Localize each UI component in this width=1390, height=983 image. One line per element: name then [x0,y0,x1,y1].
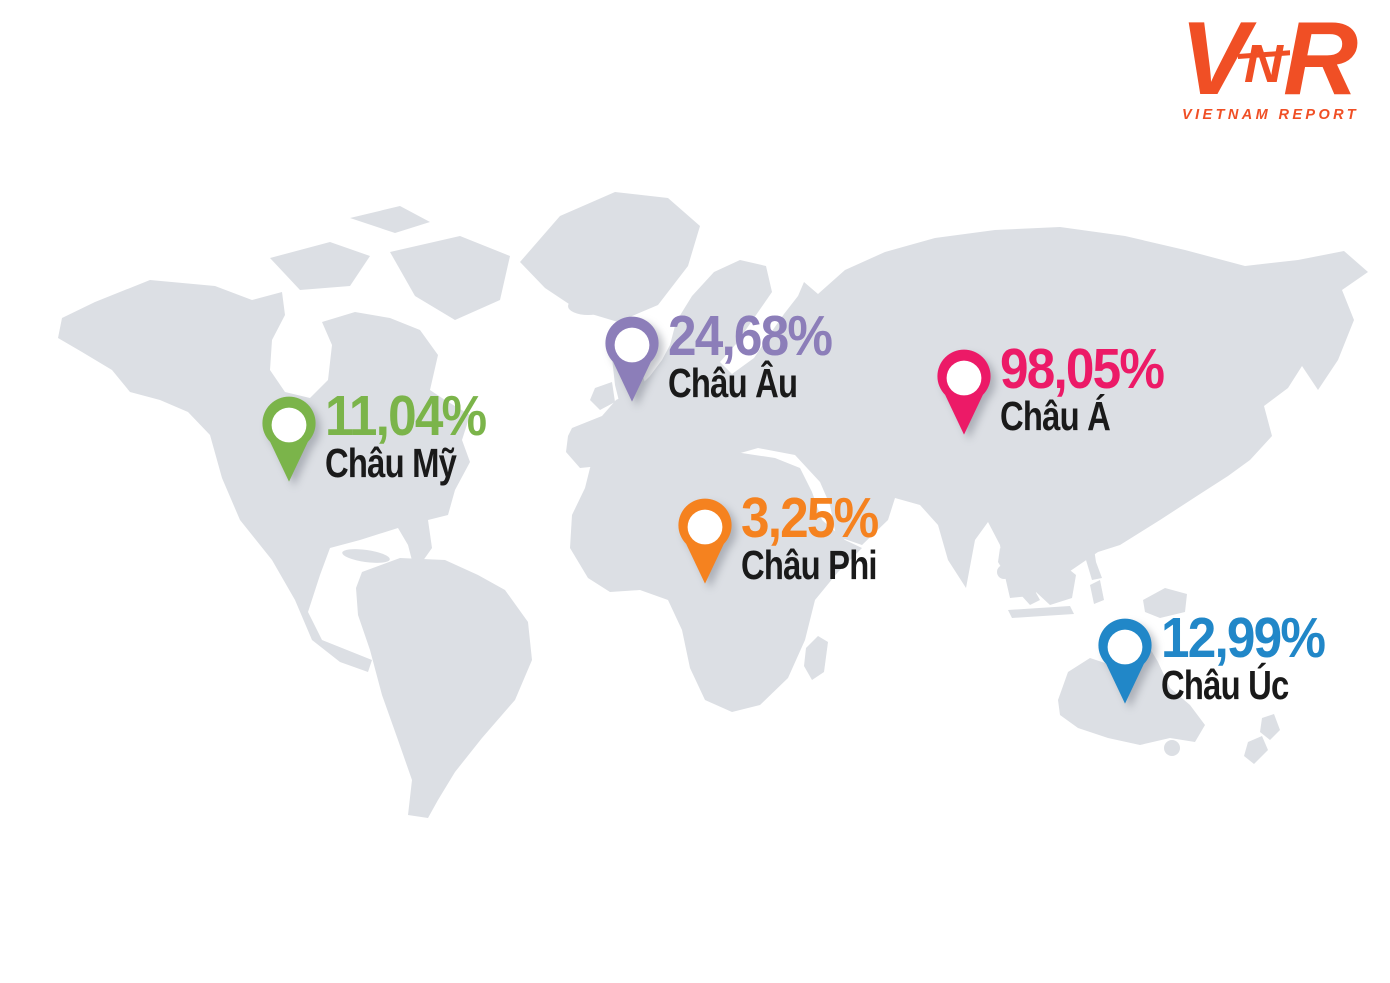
logo-tagline: VIETNAM REPORT [1182,107,1359,123]
new-zealand-north [1260,714,1280,740]
marker-chau-phi: 3,25% Châu Phi [676,490,911,588]
continent-south-america [356,558,532,818]
continent-north-america [58,280,470,672]
continent-label: Châu Phi [741,542,878,588]
logo-letter-n: N [1244,34,1284,94]
map-pin-icon [678,498,732,584]
continent-label: Châu Âu [668,360,798,406]
aleutian-islet [136,381,144,389]
map-pin-icon [605,316,659,402]
sumatra [998,548,1040,605]
new-guinea [1143,588,1187,618]
continent-label: Châu Mỹ [325,440,457,486]
philippines [1084,538,1102,580]
greenland [520,192,700,322]
japan [1095,412,1158,472]
marker-chau-au: 24,68% Châu Âu [603,308,849,406]
arctic-islets [350,206,430,233]
baffin-island [390,236,510,320]
percent-value: 3,25% [741,486,879,550]
logo-letter-v: V [1180,6,1257,117]
sulawesi [1090,580,1104,604]
continent-africa [570,444,862,712]
ireland [590,382,615,410]
borneo [1036,562,1076,605]
percent-value: 98,05% [1000,337,1165,401]
marker-chau-uc: 12,99% Châu Úc [1096,610,1342,708]
map-pin-icon [1098,618,1152,704]
java [1008,606,1074,618]
logo-strike-bar [1238,50,1290,59]
aleutian-islet [157,390,163,396]
continent-australia [1058,645,1205,745]
tasmania [1164,740,1180,756]
vnr-logo: V N R VIETNAM REPORT [1180,6,1359,123]
cuba [342,549,390,563]
continent-label: Châu Á [1000,393,1111,439]
continent-label: Châu Úc [1161,662,1289,708]
madagascar [804,636,828,680]
logo-letter-r: R [1283,6,1358,117]
new-zealand-south [1244,736,1268,764]
arctic-islands [270,242,370,290]
percent-value: 12,99% [1161,606,1326,670]
percent-value: 24,68% [668,304,833,368]
marker-chau-my: 11,04% Châu Mỹ [260,388,503,486]
map-pin-icon [937,349,991,435]
percent-value: 11,04% [325,384,487,448]
aleutian-islet [177,396,183,402]
iceland [568,297,608,315]
marker-chau-a: 98,05% Châu Á [935,341,1181,439]
map-pin-icon [262,396,316,482]
